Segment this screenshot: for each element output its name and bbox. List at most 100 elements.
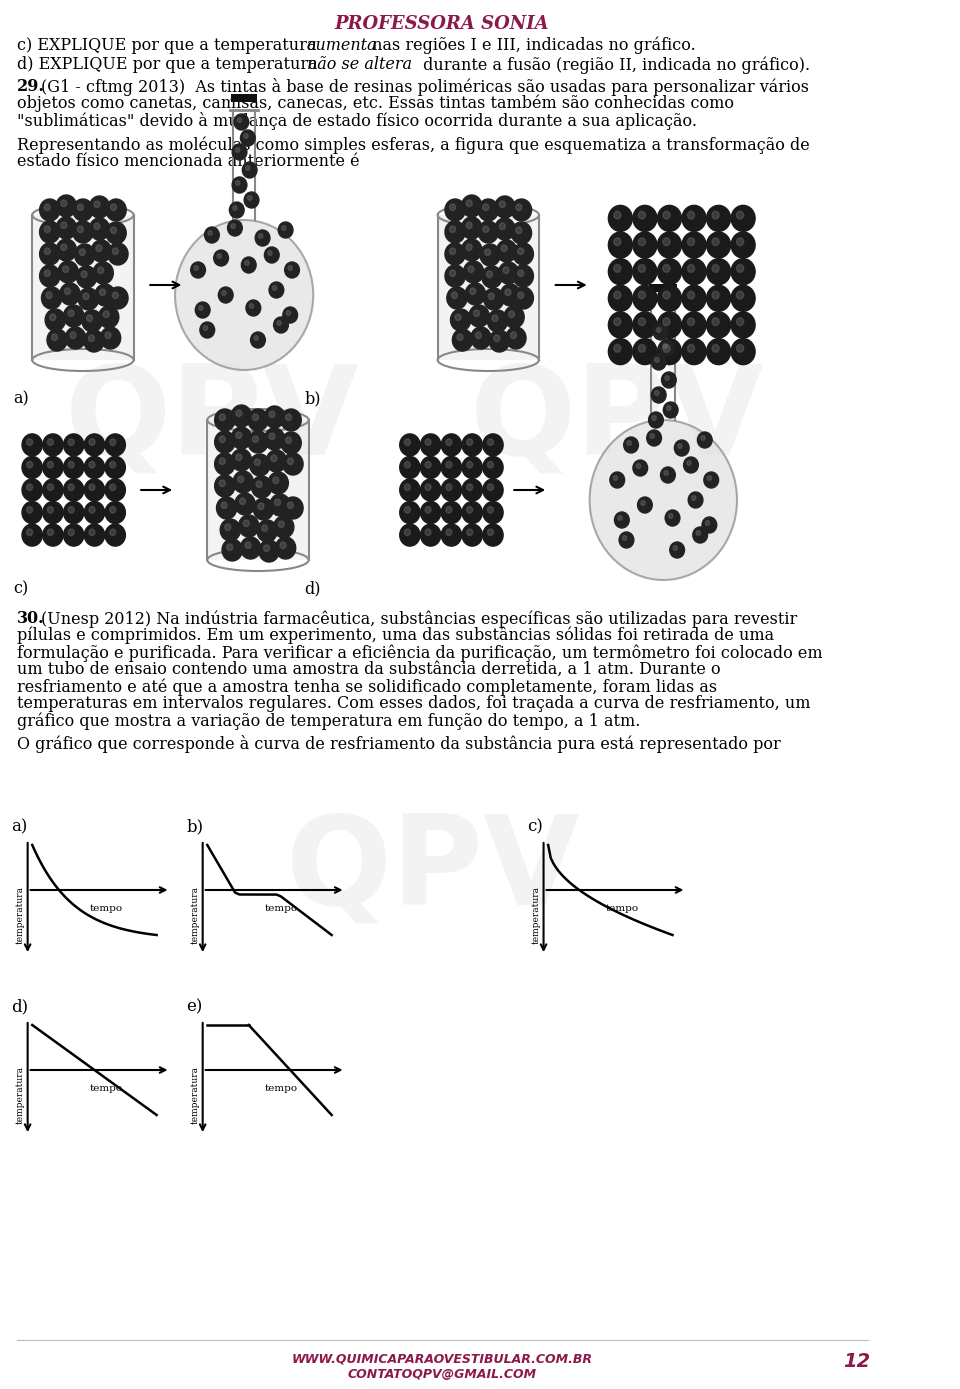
Circle shape [84,501,105,524]
Circle shape [613,238,621,246]
Circle shape [701,436,706,440]
Circle shape [77,267,97,288]
Text: (G1 - cftmg 2013)  As tintas à base de resinas poliméricas são usadas para perso: (G1 - cftmg 2013) As tintas à base de re… [41,78,809,96]
Circle shape [81,271,87,278]
Circle shape [462,479,482,501]
Circle shape [499,201,505,207]
Text: 30.: 30. [16,610,44,626]
Circle shape [661,372,676,388]
Text: d): d) [304,581,321,597]
Circle shape [445,221,466,243]
Circle shape [609,258,633,285]
Circle shape [732,232,756,258]
Circle shape [707,258,731,285]
Circle shape [248,408,268,431]
Circle shape [638,318,645,325]
Circle shape [79,288,99,310]
Circle shape [704,472,719,488]
Circle shape [269,282,284,299]
Circle shape [215,475,235,497]
Circle shape [732,313,756,338]
Circle shape [658,258,682,285]
Circle shape [47,507,54,513]
Circle shape [280,542,286,549]
Circle shape [215,431,235,453]
Text: estado físico mencionada anteriormente é: estado físico mencionada anteriormente é [16,153,359,169]
Circle shape [106,222,126,244]
Circle shape [399,524,420,546]
Text: QPV: QPV [64,360,359,481]
Text: WWW.QUIMICAPARAOVESTIBULAR.COM.BR: WWW.QUIMICAPARAOVESTIBULAR.COM.BR [292,1351,592,1365]
Circle shape [467,222,472,229]
Circle shape [609,206,633,232]
Text: temperaturas em intervalos regulares. Com esses dados, foi traçada a curva de re: temperaturas em intervalos regulares. Co… [16,694,810,713]
Circle shape [663,238,670,246]
Circle shape [732,339,756,365]
Circle shape [288,265,293,271]
Circle shape [89,218,109,240]
Circle shape [682,258,706,285]
Circle shape [445,265,466,288]
Text: um tubo de ensaio contendo uma amostra da substância derretida, a 1 atm. Durante: um tubo de ensaio contendo uma amostra d… [16,661,720,678]
Circle shape [274,317,288,333]
Text: temperatura: temperatura [15,1065,25,1124]
Circle shape [496,240,516,263]
Circle shape [663,292,670,299]
Circle shape [420,479,441,501]
Circle shape [682,313,706,338]
Circle shape [44,249,50,254]
Circle shape [736,292,744,299]
Circle shape [663,401,678,418]
Circle shape [57,239,77,261]
Circle shape [250,304,253,308]
Circle shape [610,472,625,488]
Circle shape [248,196,252,200]
Circle shape [480,244,500,267]
Circle shape [660,467,675,483]
Circle shape [633,460,648,476]
Circle shape [96,244,102,251]
Circle shape [484,288,504,310]
Circle shape [252,476,272,499]
Circle shape [399,501,420,524]
Circle shape [658,206,682,232]
Circle shape [663,264,670,272]
Circle shape [637,497,652,513]
Circle shape [22,501,42,524]
Circle shape [517,269,524,276]
Circle shape [234,114,249,131]
Circle shape [638,292,645,299]
Circle shape [420,457,441,478]
Circle shape [462,433,482,456]
Text: nas regiões I e III, indicadas no gráfico.: nas regiões I e III, indicadas no gráfic… [367,38,695,54]
Circle shape [449,226,456,232]
Circle shape [276,321,281,325]
Circle shape [498,263,518,283]
Circle shape [112,292,118,299]
Circle shape [194,265,199,271]
Circle shape [252,436,258,443]
Circle shape [399,433,420,456]
Circle shape [70,332,76,339]
Circle shape [95,283,115,306]
Circle shape [483,501,503,524]
Circle shape [483,226,489,232]
Circle shape [243,519,250,526]
Circle shape [46,292,52,299]
Text: gráfico que mostra a variação de temperatura em função do tempo, a 1 atm.: gráfico que mostra a variação de tempera… [16,713,640,729]
Circle shape [225,524,230,531]
Circle shape [483,204,489,211]
Circle shape [425,529,431,536]
Circle shape [27,529,33,536]
Circle shape [94,224,100,229]
Circle shape [191,263,205,278]
Circle shape [442,524,462,546]
Circle shape [219,436,226,443]
Circle shape [233,471,253,493]
Circle shape [263,544,270,551]
Circle shape [106,199,126,221]
Circle shape [446,288,468,308]
Circle shape [270,494,290,515]
Circle shape [27,461,33,468]
Circle shape [488,507,493,513]
